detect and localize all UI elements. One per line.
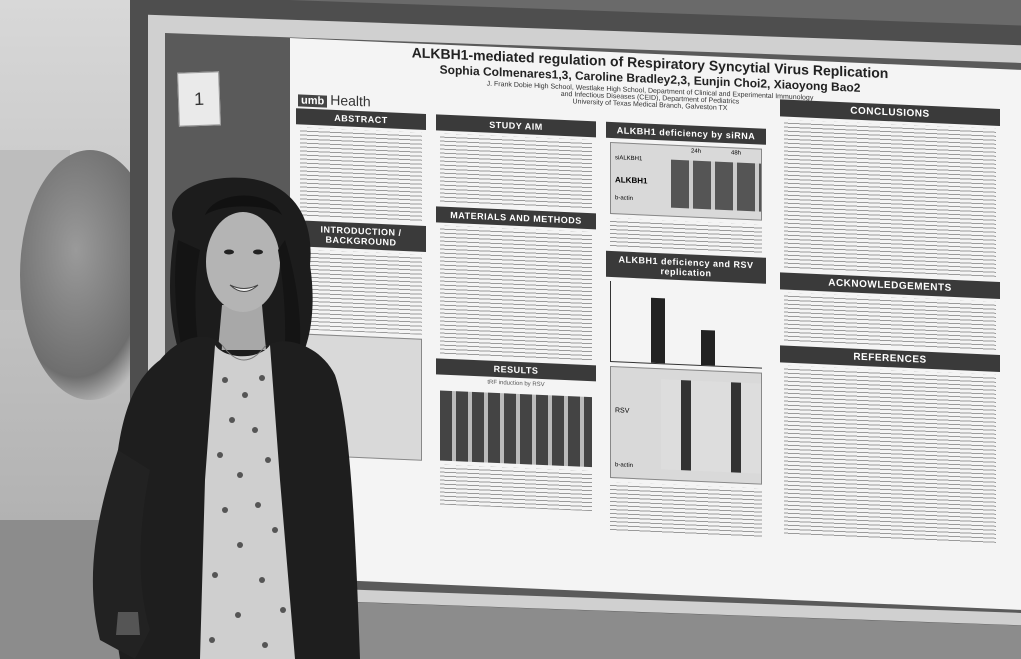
poster-column-3: ALKBH1 deficiency by siRNA siALKBH1 24h … bbox=[606, 121, 766, 542]
poster-column-2: STUDY AIM MATERIALS AND METHODS RESULTS … bbox=[436, 114, 596, 514]
section-abstract: ABSTRACT bbox=[296, 108, 426, 130]
logo-badge: umb bbox=[298, 94, 328, 108]
section-alkbh1-rsv: ALKBH1 deficiency and RSV replication bbox=[606, 250, 766, 284]
sirna-caption bbox=[610, 217, 762, 255]
materials-text bbox=[440, 225, 592, 363]
rsv-bar-chart bbox=[610, 280, 762, 369]
study-aim-text bbox=[440, 133, 592, 211]
section-intro: INTRODUCTION / BACKGROUND bbox=[296, 220, 426, 252]
bar-control bbox=[651, 297, 665, 364]
label-48h: 48h bbox=[731, 150, 742, 157]
bar-sialkbh1 bbox=[701, 329, 715, 366]
sirna-figure: siALKBH1 24h 48h ALKBH1 b-actin bbox=[610, 141, 762, 221]
bactin-label: b-actin bbox=[615, 195, 634, 202]
sirna-blot-bands bbox=[671, 159, 761, 212]
section-alkbh1-sirna: ALKBH1 deficiency by siRNA bbox=[606, 121, 766, 145]
research-poster: umb Health ALKBH1-mediated regulation of … bbox=[290, 38, 1021, 610]
intro-text bbox=[300, 249, 422, 335]
results-caption bbox=[440, 464, 592, 512]
poster-column-1: ABSTRACT INTRODUCTION / BACKGROUND bbox=[296, 108, 426, 465]
label-24h: 24h bbox=[691, 148, 702, 155]
logo-text: Health bbox=[330, 91, 371, 110]
abstract-text bbox=[300, 127, 422, 223]
intro-figure bbox=[300, 333, 422, 461]
sticky-number: 1 bbox=[193, 88, 205, 109]
poster-column-4: CONCLUSIONS ACKNOWLEDGEMENTS REFERENCES bbox=[780, 99, 1000, 548]
rsv-blot-figure: RSV b-actin bbox=[610, 365, 762, 485]
rsv-label: RSV bbox=[615, 407, 630, 415]
poster-logo: umb Health bbox=[298, 90, 371, 110]
results-blot bbox=[440, 390, 592, 468]
references-text bbox=[784, 365, 996, 545]
alkbh1-label: ALKBH1 bbox=[615, 175, 648, 186]
sticky-note: 1 bbox=[177, 71, 221, 127]
rsv-caption bbox=[610, 481, 762, 539]
rsv-blot-bands bbox=[661, 379, 761, 474]
acknowledgements-text bbox=[784, 292, 996, 352]
bactin2-label: b-actin bbox=[615, 462, 634, 469]
sirna-label: siALKBH1 bbox=[615, 155, 643, 163]
conclusions-text bbox=[784, 119, 996, 279]
